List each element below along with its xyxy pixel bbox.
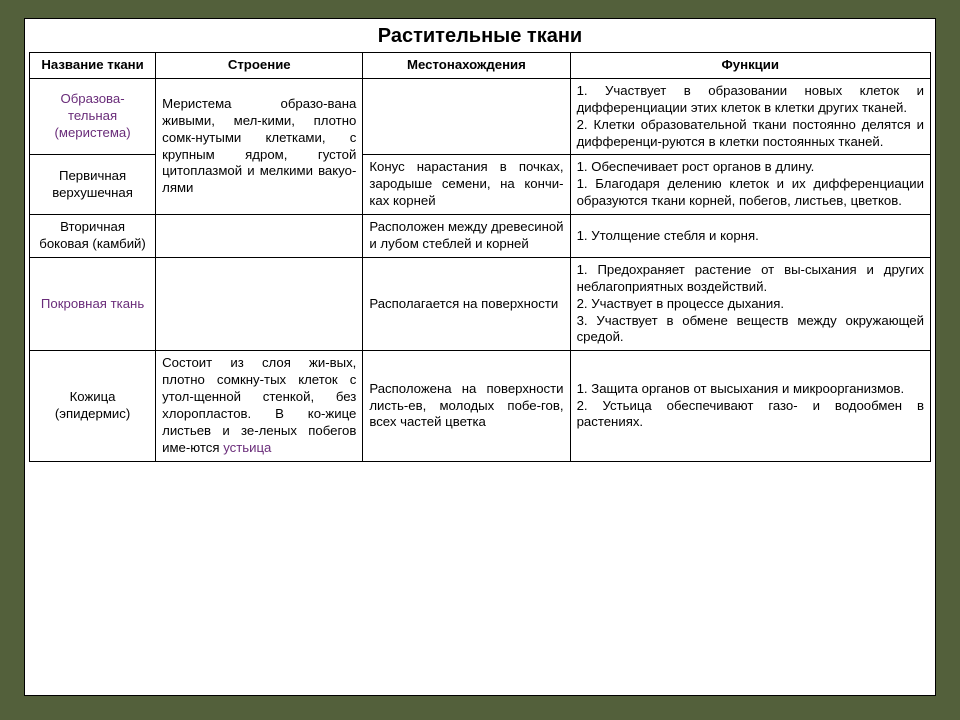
tissue-structure (156, 215, 363, 258)
tissue-name: Вторичная боковая (камбий) (30, 215, 156, 258)
tissue-name: Покровная ткань (30, 257, 156, 350)
tissue-location (363, 78, 570, 155)
table-row: Кожица (эпидермис) Состоит из слоя жи-вы… (30, 351, 931, 461)
table-row: Образова-тельная(меристема) Меристема об… (30, 78, 931, 155)
col-name: Название ткани (30, 53, 156, 79)
col-location: Местонахождения (363, 53, 570, 79)
tissue-location: Расположен между древесиной и лубом стеб… (363, 215, 570, 258)
table-header-row: Название ткани Строение Местонахождения … (30, 53, 931, 79)
tissue-functions: 1. Утолщение стебля и корня. (570, 215, 930, 258)
col-functions: Функции (570, 53, 930, 79)
tissue-location: Конус нарастания в почках, зародыше семе… (363, 155, 570, 215)
page-frame: Растительные ткани Название ткани Строен… (0, 0, 960, 720)
tissue-functions: 1. Обеспечивает рост органов в длину.1. … (570, 155, 930, 215)
tissues-table: Название ткани Строение Местонахождения … (29, 52, 931, 462)
col-structure: Строение (156, 53, 363, 79)
table-row: Покровная ткань Располагается на поверхн… (30, 257, 931, 350)
tissue-structure (156, 257, 363, 350)
tissue-name: Образова-тельная(меристема) (30, 78, 156, 155)
tissue-structure: Меристема образо-вана живыми, мел-кими, … (156, 78, 363, 214)
tissue-functions: 1. Защита органов от высыхания и микроор… (570, 351, 930, 461)
tissue-name: Первичная верхушечная (30, 155, 156, 215)
highlight-word: устьица (223, 440, 271, 455)
table-row: Вторичная боковая (камбий) Расположен ме… (30, 215, 931, 258)
document-sheet: Растительные ткани Название ткани Строен… (24, 18, 936, 696)
tissue-structure: Состоит из слоя жи-вых, плотно сомкну-ты… (156, 351, 363, 461)
tissue-location: Располагается на поверхности (363, 257, 570, 350)
page-title: Растительные ткани (25, 19, 935, 52)
tissue-location: Расположена на поверхности листь-ев, мол… (363, 351, 570, 461)
tissue-functions: 1. Участвует в образовании новых клеток … (570, 78, 930, 155)
tissue-name: Кожица (эпидермис) (30, 351, 156, 461)
tissue-functions: 1. Предохраняет растение от вы-сыхания и… (570, 257, 930, 350)
